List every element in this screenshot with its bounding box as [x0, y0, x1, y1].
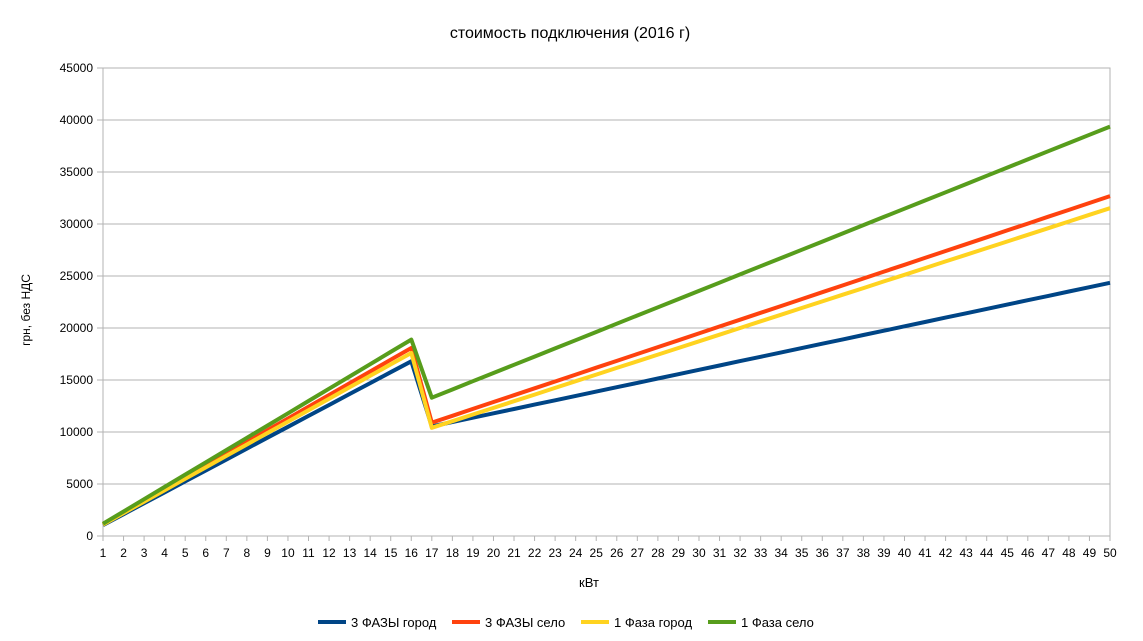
x-tick-label: 41	[918, 546, 932, 560]
x-tick-label: 6	[202, 546, 209, 560]
x-tick-label: 48	[1062, 546, 1076, 560]
x-tick-label: 2	[120, 546, 127, 560]
y-tick-label: 40000	[60, 113, 94, 127]
x-tick-label: 13	[343, 546, 357, 560]
x-axis: 1 2 3 4 5 6 7 8 9 10 11 12 13 14 15 16 17 18 19 20 21 22 23 24 2…	[100, 536, 1117, 560]
gridlines	[103, 67, 1110, 537]
y-tick-label: 35000	[60, 165, 94, 179]
x-tick-label: 16	[405, 546, 419, 560]
x-tick-label: 31	[713, 546, 727, 560]
x-tick-label: 11	[302, 546, 315, 560]
legend-item: 3 ФАЗЫ город	[318, 615, 437, 630]
x-tick-label: 25	[590, 546, 604, 560]
legend-item: 1 Фаза село	[708, 615, 814, 630]
x-tick-label: 45	[1001, 546, 1015, 560]
y-tick-label: 0	[86, 529, 93, 543]
legend: 3 ФАЗЫ город 3 ФАЗЫ село 1 Фаза город 1 Фаз…	[318, 615, 814, 630]
x-tick-label: 21	[507, 546, 521, 560]
x-axis-label: кВт	[579, 575, 599, 590]
x-tick-label: 26	[610, 546, 624, 560]
x-tick-label: 33	[754, 546, 768, 560]
x-tick-label: 20	[487, 546, 501, 560]
x-tick-label: 19	[466, 546, 480, 560]
x-tick-label: 30	[692, 546, 706, 560]
y-tick-label: 10000	[60, 425, 94, 439]
y-tick-label: 15000	[60, 373, 94, 387]
x-tick-label: 27	[631, 546, 645, 560]
x-tick-label: 1	[100, 546, 107, 560]
x-tick-label: 8	[244, 546, 251, 560]
x-tick-label: 3	[141, 546, 148, 560]
x-tick-label: 42	[939, 546, 953, 560]
x-tick-label: 17	[425, 546, 439, 560]
x-tick-label: 44	[980, 546, 994, 560]
x-tick-label: 39	[877, 546, 891, 560]
y-tick-label: 25000	[60, 269, 94, 283]
plot-frame	[102, 67, 1111, 537]
y-tick-label: 45000	[60, 61, 94, 75]
x-tick-label: 18	[446, 546, 460, 560]
x-tick-label: 12	[322, 546, 336, 560]
series-line-1	[102, 280, 1111, 527]
y-tick-label: 30000	[60, 217, 94, 231]
x-tick-label: 40	[898, 546, 912, 560]
legend-item: 3 ФАЗЫ село	[452, 615, 565, 630]
series-line-2	[102, 194, 1111, 526]
plot-area-border	[102, 67, 1111, 537]
x-tick-label: 32	[733, 546, 747, 560]
x-tick-label: 38	[857, 546, 871, 560]
y-axis-label: грн, без НДС	[19, 274, 33, 346]
x-tick-label: 5	[182, 546, 189, 560]
x-tick-label: 47	[1042, 546, 1056, 560]
x-tick-label: 29	[672, 546, 686, 560]
x-tick-label: 10	[281, 546, 295, 560]
x-tick-label: 28	[651, 546, 665, 560]
x-tick-label: 23	[548, 546, 562, 560]
x-tick-label: 14	[363, 546, 377, 560]
x-tick-label: 35	[795, 546, 809, 560]
x-tick-label: 15	[384, 546, 398, 560]
y-tick-label: 20000	[60, 321, 94, 335]
x-tick-label: 4	[161, 546, 168, 560]
chart-title: стоимость подключения (2016 г)	[450, 25, 690, 42]
series-lines	[101, 124, 1111, 527]
series-line-3	[102, 206, 1111, 527]
legend-label: 3 ФАЗЫ город	[351, 615, 437, 630]
x-tick-label: 43	[959, 546, 973, 560]
legend-item: 1 Фаза город	[581, 615, 692, 630]
legend-label: 1 Фаза город	[614, 615, 692, 630]
x-tick-label: 24	[569, 546, 583, 560]
legend-label: 1 Фаза село	[741, 615, 814, 630]
x-tick-label: 46	[1021, 546, 1035, 560]
x-tick-label: 7	[223, 546, 230, 560]
x-tick-label: 50	[1103, 546, 1117, 560]
y-tick-label: 5000	[66, 477, 93, 491]
x-tick-label: 37	[836, 546, 850, 560]
legend-label: 3 ФАЗЫ село	[485, 615, 565, 630]
series-line-4	[101, 124, 1111, 526]
x-tick-label: 9	[264, 546, 271, 560]
x-tick-label: 34	[775, 546, 789, 560]
x-tick-label: 36	[816, 546, 830, 560]
x-tick-label: 49	[1083, 546, 1097, 560]
y-axis: 0 5000 10000 15000 20000 25000 30000 35000 40000…	[60, 61, 103, 543]
x-tick-label: 22	[528, 546, 542, 560]
